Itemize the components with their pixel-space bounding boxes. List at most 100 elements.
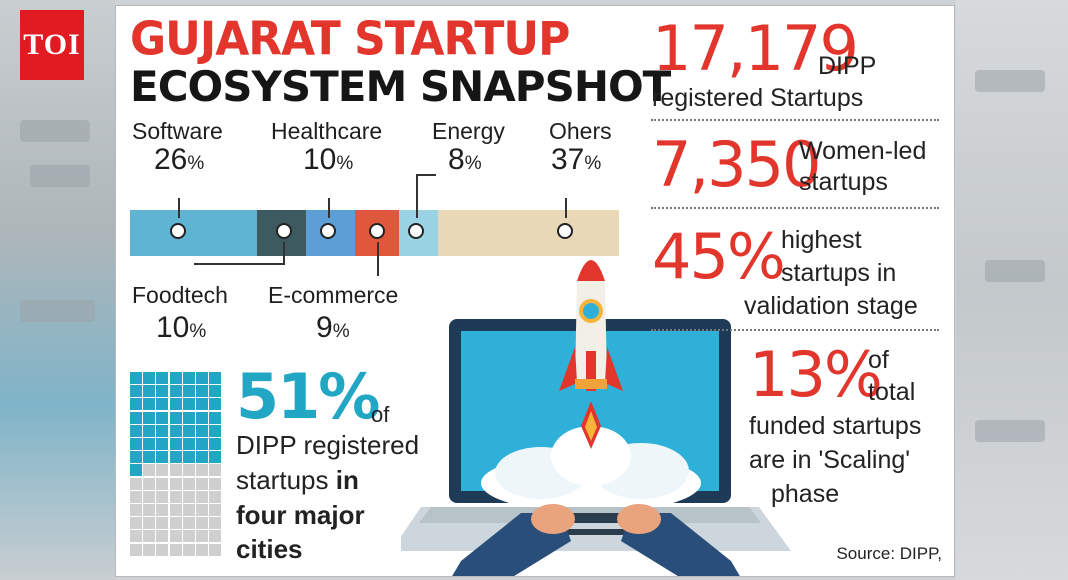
bar-marker-software <box>170 223 186 239</box>
connector-line <box>194 263 285 265</box>
waffle-cell <box>143 543 156 556</box>
category-label: Ohers <box>549 118 612 144</box>
waffle-cell <box>130 543 142 556</box>
waffle-cell <box>209 490 222 503</box>
label-energy: Energy 8% <box>432 118 505 180</box>
value-label: 26% <box>154 143 205 176</box>
waffle-cell <box>156 451 169 464</box>
waffle-cell <box>209 464 222 477</box>
stat-validation-line: validation stage <box>744 292 918 320</box>
waffle-cell <box>209 398 222 411</box>
waffle-cell <box>182 411 195 424</box>
category-label: Foodtech <box>132 282 228 308</box>
waffle-cell <box>196 490 208 503</box>
waffle-cell <box>156 530 169 543</box>
stat-startups-small: DIPP <box>818 52 877 80</box>
stat-women-small-1: Women-led <box>799 137 927 165</box>
infographic-panel: GUJARAT STARTUP ECOSYSTEM SNAPSHOT Softw… <box>115 5 955 577</box>
stat-startups-line: registered Startups <box>652 84 864 112</box>
laptop-rocket-illustration <box>401 260 791 576</box>
stat-scaling-line-2: are in 'Scaling' <box>749 446 911 474</box>
waffle-cell <box>130 411 142 424</box>
background-blur-bar <box>975 70 1045 92</box>
waffle-cell <box>156 411 169 424</box>
waffle-cell <box>209 530 222 543</box>
waffle-cell <box>209 372 222 384</box>
waffle-cell <box>143 438 156 450</box>
waffle-cell <box>130 504 142 516</box>
waffle-cell <box>209 543 222 556</box>
background-blur-bar <box>20 300 95 322</box>
value-label: 8% <box>448 143 482 176</box>
waffle-cell <box>130 517 142 530</box>
waffle-cell <box>143 530 156 543</box>
waffle-cell <box>156 372 169 384</box>
waffle-cell <box>169 398 182 411</box>
label-software: Software 26% <box>132 118 223 180</box>
waffle-cell <box>156 490 169 503</box>
waffle-line-2: startups in <box>236 465 359 495</box>
waffle-cell <box>143 504 156 516</box>
stat-scaling-small-2: total <box>868 378 916 406</box>
waffle-cell <box>169 517 182 530</box>
waffle-cell <box>209 517 222 530</box>
stat-validation-small-1: highest <box>781 226 862 254</box>
waffle-cell <box>156 385 169 398</box>
waffle-cell <box>209 451 222 464</box>
waffle-cell <box>130 398 142 411</box>
stat-scaling-line-1: funded startups <box>749 412 922 440</box>
waffle-cell <box>130 385 142 398</box>
connector-line <box>377 242 379 276</box>
toi-logo[interactable]: TOI <box>20 10 84 80</box>
waffle-cell <box>156 517 169 530</box>
stat-women-value: 7,350 <box>652 128 821 201</box>
waffle-cell <box>143 411 156 424</box>
waffle-cell <box>130 464 142 477</box>
waffle-cell <box>130 451 142 464</box>
bar-marker-healthcare <box>320 223 336 239</box>
value-label: 10% <box>156 311 207 344</box>
waffle-cell <box>182 398 195 411</box>
category-label: E-commerce <box>268 282 399 308</box>
waffle-cell <box>130 477 142 490</box>
waffle-cell <box>182 490 195 503</box>
stat-startups-value: 17,179 <box>652 12 859 85</box>
background-blur-bar <box>985 260 1045 282</box>
waffle-cell <box>143 517 156 530</box>
stat-validation-small-2: startups in <box>781 259 897 287</box>
waffle-of-text: of <box>371 402 390 427</box>
divider <box>651 119 939 121</box>
waffle-cell <box>209 411 222 424</box>
waffle-cell <box>182 543 195 556</box>
bar-marker-ohers <box>557 223 573 239</box>
waffle-cell <box>156 504 169 516</box>
background-left <box>0 0 115 580</box>
waffle-cell <box>143 372 156 384</box>
stat-women-small-2: startups <box>799 168 888 196</box>
waffle-cell <box>182 424 195 437</box>
waffle-cell <box>143 385 156 398</box>
waffle-cell <box>130 438 142 450</box>
waffle-cell <box>169 385 182 398</box>
title-line-1: GUJARAT STARTUP <box>130 12 570 67</box>
background-right <box>956 0 1068 580</box>
waffle-cell <box>143 464 156 477</box>
waffle-cell <box>156 398 169 411</box>
connector-line <box>283 242 285 264</box>
label-ecommerce: E-commerce 9% <box>268 282 398 348</box>
bar-segment-software <box>130 210 257 256</box>
waffle-cell <box>169 504 182 516</box>
waffle-cell <box>196 372 208 384</box>
bar-segment-ohers <box>438 210 619 256</box>
waffle-cell <box>156 543 169 556</box>
waffle-cell <box>169 490 182 503</box>
waffle-cell <box>130 490 142 503</box>
waffle-cell <box>182 517 195 530</box>
waffle-cell <box>169 424 182 437</box>
waffle-cell <box>169 543 182 556</box>
category-label: Software <box>132 118 223 144</box>
waffle-cell <box>196 543 208 556</box>
background-blur-bar <box>20 120 90 142</box>
waffle-cell <box>169 530 182 543</box>
waffle-cell <box>196 398 208 411</box>
